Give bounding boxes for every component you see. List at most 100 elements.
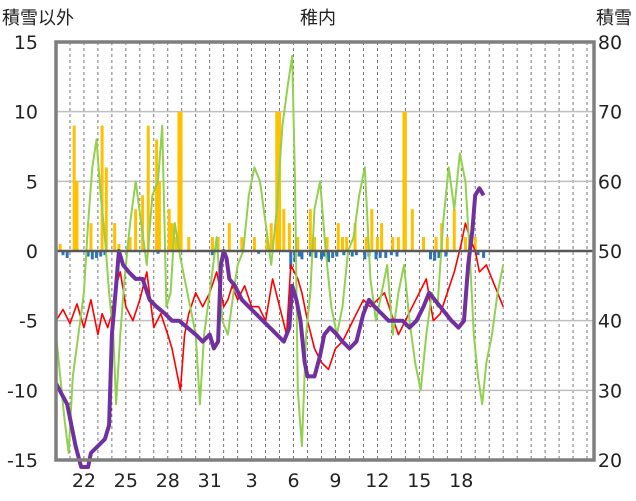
precip-bar (157, 181, 161, 251)
precip-bar (170, 223, 174, 251)
precip-bar (141, 195, 145, 251)
precip-bar (325, 237, 329, 251)
negative-bar (335, 251, 339, 257)
precip-bar (364, 237, 368, 251)
precip-bar (473, 237, 477, 251)
precip-bar (353, 223, 357, 251)
precip-bar (287, 223, 291, 251)
negative-bar (322, 251, 326, 257)
wind-line (55, 54, 505, 454)
precip-bar (410, 209, 414, 251)
negative-bar (342, 251, 346, 256)
negative-bar (363, 251, 367, 260)
x-tick-label: 22 (72, 470, 96, 492)
precip-bar (58, 244, 62, 251)
right-axis-title: 積雪 (596, 8, 632, 29)
precip-bar (128, 237, 132, 251)
negative-bar (482, 251, 486, 258)
negative-bar (444, 251, 448, 257)
precip-bar (155, 139, 159, 251)
x-tick-label: 28 (156, 470, 180, 492)
precip-bar (211, 237, 215, 251)
negative-bar (476, 251, 480, 256)
x-tick-label: 12 (365, 470, 389, 492)
precip-bar (313, 237, 317, 251)
negative-bar (65, 251, 69, 258)
precip-bar (75, 181, 79, 251)
right-tick-label: 80 (598, 32, 622, 54)
series-lines (54, 54, 505, 469)
precip-bar (391, 237, 395, 251)
left-axis-title: 積雪以外 (2, 8, 74, 29)
precip-bar (177, 111, 181, 252)
precip-bar (340, 237, 344, 251)
left-tick-label: 15 (14, 32, 38, 54)
negative-bar (384, 251, 388, 258)
negative-bar (378, 251, 382, 258)
negative-bar (320, 251, 324, 260)
precip-bar (227, 223, 231, 251)
precip-bar (296, 237, 300, 251)
precip-bar (452, 209, 456, 251)
right-tick-label: 30 (598, 380, 622, 402)
precip-bar (403, 111, 407, 252)
negative-bar (289, 251, 293, 270)
negative-bar (326, 251, 330, 263)
negative-bar (331, 251, 335, 258)
precip-bar (104, 167, 108, 251)
precip-bar (265, 237, 269, 251)
right-tick-label: 20 (598, 450, 622, 472)
precip-bar (282, 209, 286, 251)
precip-bar (269, 223, 273, 251)
negative-bar (293, 251, 297, 263)
precip-bar (275, 111, 279, 252)
left-tick-label: -10 (7, 380, 38, 402)
x-tick-label: 9 (329, 470, 341, 492)
precip-bar (167, 209, 171, 251)
negative-bar (257, 251, 261, 254)
right-tick-label: 40 (598, 311, 622, 333)
x-tick-label: 15 (407, 470, 431, 492)
precip-bar (117, 244, 121, 251)
precip-bar (100, 125, 104, 251)
precip-bar (308, 209, 312, 251)
left-tick-label: 0 (26, 241, 38, 263)
negative-bar (95, 251, 99, 258)
precip-bar (396, 237, 400, 251)
precip-bar (463, 237, 467, 251)
precip-bar (179, 111, 183, 252)
temperature-line (55, 222, 504, 392)
negative-bar (433, 251, 437, 261)
left-tick-label: 5 (26, 171, 38, 193)
x-tick-label: 6 (288, 470, 300, 492)
negative-bar (300, 251, 304, 260)
right-tick-label: 70 (598, 102, 622, 124)
precip-bar (72, 125, 76, 251)
snow-depth-line (54, 186, 486, 469)
negative-bar (374, 251, 378, 260)
x-tick-label: 18 (449, 470, 473, 492)
negative-bar (86, 251, 90, 257)
negative-bar (61, 251, 65, 256)
precip-bar (174, 237, 178, 251)
right-tick-label: 60 (598, 171, 622, 193)
precip-bar (370, 209, 374, 251)
negative-bar (395, 251, 399, 257)
x-tick-label: 3 (246, 470, 258, 492)
negative-bar (350, 251, 354, 257)
x-tick-label: 25 (114, 470, 138, 492)
precip-bar (146, 125, 150, 251)
precip-bar (422, 237, 426, 251)
left-tick-label: -5 (19, 311, 38, 333)
precip-bar (375, 237, 379, 251)
negative-bar (308, 251, 312, 257)
negative-bar (156, 251, 160, 254)
precip-bar (345, 237, 349, 251)
negative-bar (211, 251, 215, 256)
plot-frame (54, 40, 596, 462)
precip-bar (113, 223, 117, 251)
negative-bar (314, 251, 318, 258)
right-tick-label: 50 (598, 241, 622, 263)
